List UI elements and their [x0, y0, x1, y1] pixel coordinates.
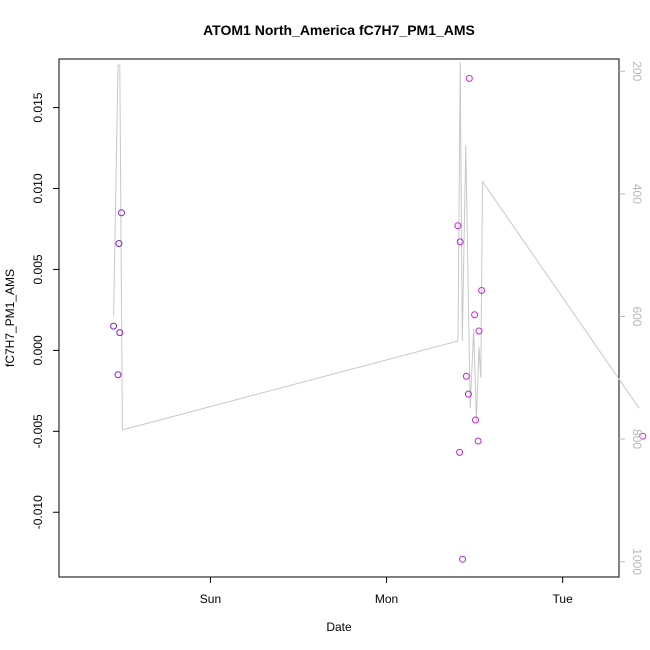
data-point — [459, 555, 467, 563]
data-point — [110, 322, 118, 330]
y-right-tick-label: 1000 — [630, 548, 644, 575]
x-tick-label: Mon — [375, 592, 398, 606]
chart-title: ATOM1 North_America fC7H7_PM1_AMS — [203, 22, 475, 38]
data-point — [465, 74, 473, 82]
y-right-tick-label: 200 — [630, 61, 644, 81]
data-point — [478, 287, 486, 294]
x-tick-label: Sun — [200, 592, 221, 606]
y-right-tick-label: 600 — [630, 306, 644, 326]
series-line — [113, 62, 640, 431]
data-point — [118, 209, 125, 217]
y-left-tick-label: 0.015 — [31, 92, 45, 122]
x-tick-label: Tue — [553, 592, 574, 606]
data-point — [115, 240, 123, 247]
data-point — [462, 372, 470, 380]
y-left-tick-label: 0.005 — [31, 254, 45, 284]
data-point — [639, 432, 647, 440]
x-axis: Sun Mon Tue — [200, 576, 574, 606]
y-right-axis: 200 400 600 800 1000 — [619, 61, 644, 575]
y-left-tick-label: -0.005 — [31, 414, 45, 448]
plot-frame — [58, 58, 620, 578]
data-point — [456, 448, 464, 456]
data-point — [475, 327, 483, 335]
data-point — [114, 371, 122, 379]
data-point — [474, 437, 482, 445]
y-left-tick-label: 0.010 — [31, 173, 45, 203]
x-axis-label: Date — [326, 620, 352, 634]
y-left-tick-label: -0.010 — [31, 495, 45, 529]
y-right-tick-label: 400 — [630, 184, 644, 204]
scatter-points — [110, 74, 647, 563]
y-axis-label: fC7H7_PM1_AMS — [3, 269, 17, 367]
y-left-tick-label: 0.000 — [31, 335, 45, 365]
data-point — [464, 390, 472, 398]
y-right-tick-label: 800 — [630, 429, 644, 449]
line-series — [113, 62, 640, 431]
data-point — [116, 329, 124, 337]
data-point — [454, 222, 462, 230]
data-point — [472, 416, 479, 424]
data-point — [471, 311, 479, 319]
y-left-axis: -0.010 -0.005 0.000 0.005 0.010 0.015 — [31, 92, 59, 529]
data-point — [456, 238, 464, 246]
